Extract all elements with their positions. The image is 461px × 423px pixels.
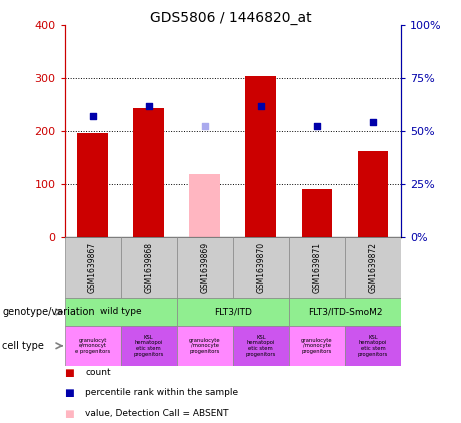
- Text: GSM1639872: GSM1639872: [368, 242, 378, 293]
- Bar: [121, 326, 177, 366]
- Text: genotype/variation: genotype/variation: [2, 307, 95, 317]
- Bar: [133, 108, 164, 237]
- Text: KSL
hematopoi
etic stem
progenitors: KSL hematopoi etic stem progenitors: [358, 335, 388, 357]
- Bar: [65, 237, 121, 298]
- Bar: [345, 237, 401, 298]
- Text: GSM1639871: GSM1639871: [313, 242, 321, 293]
- Text: cell type: cell type: [2, 341, 44, 351]
- Bar: [189, 175, 220, 237]
- Text: ■: ■: [65, 409, 74, 419]
- Text: count: count: [85, 368, 111, 377]
- Point: [201, 123, 208, 129]
- Point: [145, 102, 152, 109]
- Point: [89, 113, 96, 120]
- Bar: [345, 326, 401, 366]
- Bar: [65, 326, 121, 366]
- Bar: [177, 326, 233, 366]
- Bar: [289, 237, 345, 298]
- Text: GSM1639867: GSM1639867: [88, 242, 97, 293]
- Text: FLT3/ITD-SmoM2: FLT3/ITD-SmoM2: [308, 308, 382, 316]
- Bar: [65, 298, 177, 326]
- Point: [257, 102, 265, 109]
- Text: GSM1639868: GSM1639868: [144, 242, 153, 293]
- Text: KSL
hematopoi
etic stem
progenitors: KSL hematopoi etic stem progenitors: [134, 335, 164, 357]
- Text: granulocyte
/monocyte
progenitors: granulocyte /monocyte progenitors: [301, 338, 333, 354]
- Point: [313, 123, 321, 129]
- Text: KSL
hematopoi
etic stem
progenitors: KSL hematopoi etic stem progenitors: [246, 335, 276, 357]
- Text: percentile rank within the sample: percentile rank within the sample: [85, 388, 238, 397]
- Text: GSM1639869: GSM1639869: [200, 242, 209, 293]
- Text: FLT3/ITD: FLT3/ITD: [214, 308, 252, 316]
- Text: GDS5806 / 1446820_at: GDS5806 / 1446820_at: [150, 11, 311, 25]
- Text: granulocyt
e/monocyt
e progenitors: granulocyt e/monocyt e progenitors: [75, 338, 110, 354]
- Bar: [233, 326, 289, 366]
- Bar: [289, 298, 401, 326]
- Text: GSM1639870: GSM1639870: [256, 242, 266, 293]
- Bar: [289, 326, 345, 366]
- Bar: [121, 237, 177, 298]
- Bar: [177, 298, 289, 326]
- Bar: [177, 237, 233, 298]
- Bar: [245, 76, 276, 237]
- Text: ■: ■: [65, 368, 74, 378]
- Text: value, Detection Call = ABSENT: value, Detection Call = ABSENT: [85, 409, 229, 418]
- Text: ■: ■: [65, 388, 74, 398]
- Bar: [358, 151, 389, 237]
- Bar: [233, 237, 289, 298]
- Text: wild type: wild type: [100, 308, 142, 316]
- Point: [369, 118, 377, 125]
- Bar: [301, 189, 332, 237]
- Bar: [77, 133, 108, 237]
- Text: granulocyte
/monocyte
progenitors: granulocyte /monocyte progenitors: [189, 338, 220, 354]
